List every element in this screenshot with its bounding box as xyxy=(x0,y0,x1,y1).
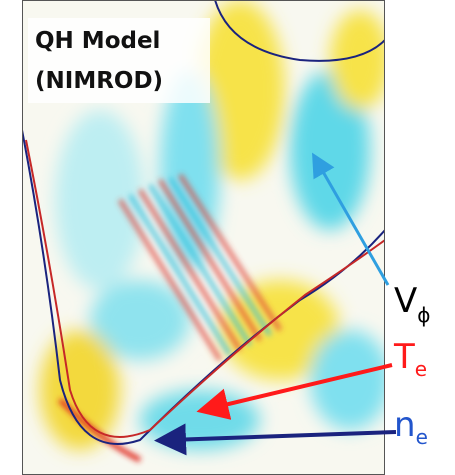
figure: QH Model (NIMROD) Vϕ Te ne xyxy=(0,0,455,475)
title-line: (NIMROD) xyxy=(35,68,163,94)
label: ne xyxy=(394,405,428,449)
label: Vϕ xyxy=(394,281,430,327)
title-line: QH Model xyxy=(35,28,160,54)
label: Te xyxy=(393,337,427,381)
